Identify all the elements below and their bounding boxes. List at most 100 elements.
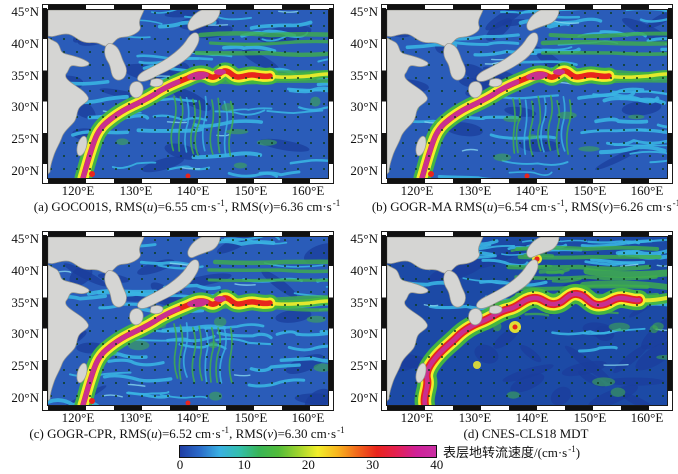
colorbar-tick-label: 0 xyxy=(176,457,184,472)
land xyxy=(387,10,560,175)
frame-edge-bottom xyxy=(382,406,672,410)
caption-d: (d) CNES-CLS18 MDT xyxy=(366,426,678,442)
land xyxy=(48,237,221,402)
text-run: )=6.54 cm·s xyxy=(493,199,557,214)
text-run: ) xyxy=(575,445,581,460)
map-c xyxy=(47,236,329,406)
lat-tick-label: 35°N xyxy=(350,68,378,83)
lon-tick-label: 130°E xyxy=(458,183,492,198)
map-b xyxy=(386,9,668,179)
panel-b: 45°N 40°N 35°N 30°N 25°N 20°N 120°E 130°E 140°E… xyxy=(339,0,678,227)
lat-tick-label: 45°N xyxy=(350,4,378,19)
text-run: (b) GOGR-MA RMS( xyxy=(371,199,487,214)
text-run: (a) GOCO01S, RMS( xyxy=(33,199,147,214)
frame-edge-top xyxy=(43,5,333,9)
lat-tick-label: 40°N xyxy=(11,36,39,51)
panel-d: 45°N 40°N 35°N 30°N 25°N 20°N 120°E 130°E 140°E… xyxy=(339,227,678,454)
lat-tick-label: 35°N xyxy=(11,295,39,310)
text-run: )=6.30 cm·s xyxy=(273,426,337,441)
frame-edge-right xyxy=(329,5,333,183)
text-run: )=6.26 cm·s xyxy=(608,199,672,214)
lat-tick-label: 30°N xyxy=(11,99,39,114)
panel-a: 45°N 40°N 35°N 30°N 25°N 20°N 120°E 130°E 140°E… xyxy=(0,0,340,227)
lat-tick-label: 20°N xyxy=(11,163,39,178)
map-a xyxy=(47,9,329,179)
lat-tick-label: 35°N xyxy=(350,295,378,310)
lat-tick-label: 35°N xyxy=(11,68,39,83)
text-run: 表层地转流速度/(cm·s xyxy=(443,445,568,460)
superscript: -1 xyxy=(221,425,230,435)
frame-edge-left xyxy=(382,5,386,183)
frame-edge-right xyxy=(668,5,672,183)
lon-tick-label: 140°E xyxy=(515,410,549,425)
lat-tick-label: 45°N xyxy=(350,231,378,246)
text-run: )=6.52 cm·s xyxy=(157,426,221,441)
colorbar-tick-label: 30 xyxy=(366,457,380,472)
lon-tick-label: 160°E xyxy=(291,183,325,198)
superscript: -1 xyxy=(332,198,341,208)
lon-tick-label: 130°E xyxy=(119,183,153,198)
frame-edge-left xyxy=(43,5,47,183)
lat-tick-label: 20°N xyxy=(350,390,378,405)
lat-tick-label: 40°N xyxy=(350,263,378,278)
map-layers xyxy=(48,237,328,405)
frame-edge-right xyxy=(668,232,672,410)
lat-tick-label: 45°N xyxy=(11,231,39,246)
text-run: u xyxy=(486,199,494,214)
map-layers xyxy=(48,10,328,178)
text-run: , RMS( xyxy=(229,426,268,441)
text-run: , RMS( xyxy=(564,199,603,214)
frame-edge-bottom xyxy=(43,179,333,183)
frame-edge-left xyxy=(43,232,47,410)
lon-tick-label: 130°E xyxy=(458,410,492,425)
map-layers xyxy=(387,237,667,405)
text-run: (c) GOGR-CPR, RMS( xyxy=(29,426,152,441)
text-run: (d) CNES-CLS18 MDT xyxy=(463,426,589,441)
colorbar-tick-label: 40 xyxy=(430,457,444,472)
caption-a: (a) GOCO01S, RMS(u)=6.55 cm·s-1, RMS(v)=… xyxy=(27,198,347,215)
text-run: v xyxy=(267,426,274,441)
caption-b: (b) GOGR-MA RMS(u)=6.54 cm·s-1, RMS(v)=6… xyxy=(366,198,678,215)
superscript: -1 xyxy=(557,198,565,208)
text-run: u xyxy=(151,426,158,441)
lon-tick-label: 160°E xyxy=(630,410,664,425)
lat-tick-label: 45°N xyxy=(11,4,39,19)
lon-tick-label: 120°E xyxy=(400,183,434,198)
text-run: )=6.36 cm·s xyxy=(268,199,332,214)
lat-tick-label: 25°N xyxy=(350,358,378,373)
lon-tick-label: 120°E xyxy=(61,183,95,198)
lat-tick-label: 25°N xyxy=(11,358,39,373)
lon-tick-label: 150°E xyxy=(573,183,607,198)
lon-tick-label: 120°E xyxy=(61,410,95,425)
panel-c: 45°N 40°N 35°N 30°N 25°N 20°N 120°E 130°E 140°E… xyxy=(0,227,345,454)
lat-tick-label: 30°N xyxy=(350,99,378,114)
lon-tick-label: 140°E xyxy=(176,410,210,425)
frame-edge-right xyxy=(329,232,333,410)
lon-tick-label: 150°E xyxy=(234,410,268,425)
lat-tick-label: 40°N xyxy=(11,263,39,278)
map-frame-a xyxy=(42,4,334,184)
lon-tick-label: 150°E xyxy=(234,183,268,198)
lat-tick-label: 30°N xyxy=(350,326,378,341)
superscript: -1 xyxy=(217,198,225,208)
superscript: -1 xyxy=(568,444,576,454)
frame-edge-left xyxy=(382,232,386,410)
text-run: , RMS( xyxy=(224,199,264,214)
frame-edge-top xyxy=(382,232,672,236)
lat-tick-label: 25°N xyxy=(11,131,39,146)
lat-tick-label: 25°N xyxy=(350,131,378,146)
map-layers xyxy=(387,10,667,178)
land xyxy=(48,10,221,175)
lon-tick-label: 150°E xyxy=(573,410,607,425)
text-run: v xyxy=(263,199,269,214)
map-frame-b xyxy=(381,4,673,184)
frame-edge-bottom xyxy=(43,406,333,410)
frame-edge-bottom xyxy=(382,179,672,183)
lon-tick-label: 130°E xyxy=(119,410,153,425)
map-d xyxy=(386,236,668,406)
land xyxy=(387,237,560,402)
lat-tick-label: 20°N xyxy=(350,163,378,178)
lon-tick-label: 140°E xyxy=(515,183,549,198)
frame-edge-top xyxy=(382,5,672,9)
